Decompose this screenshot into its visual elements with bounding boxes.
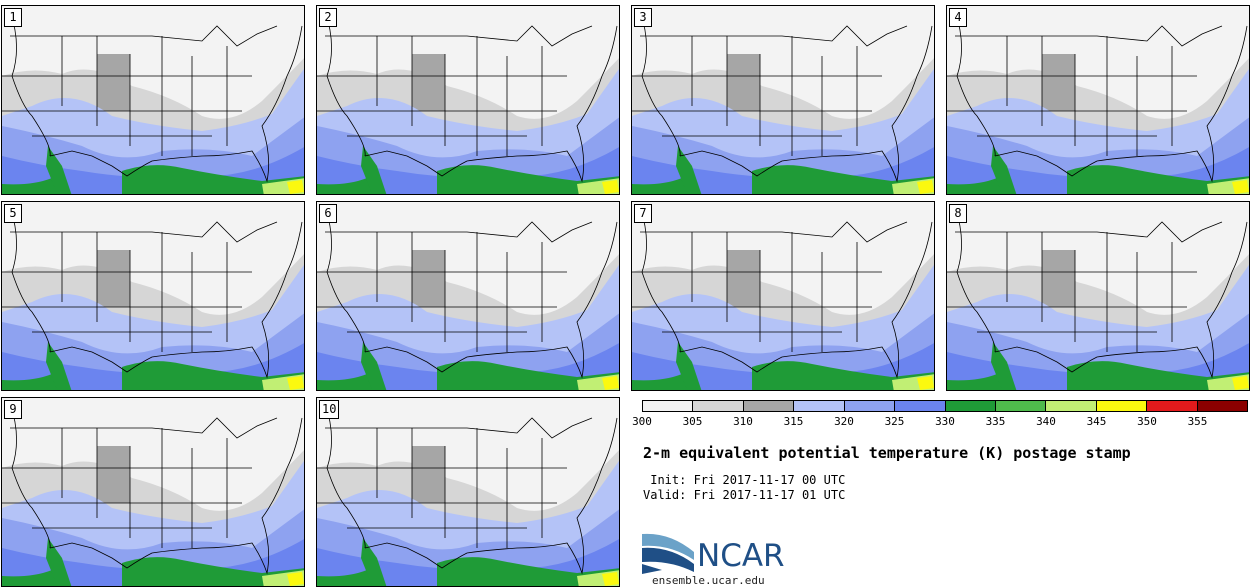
colorbar-tick-label: 330 (935, 415, 955, 428)
colorbar-segment (1046, 401, 1097, 411)
member-panel-4: 4 (946, 5, 1250, 195)
figure-title: 2-m equivalent potential temperature (K)… (643, 444, 1131, 462)
member-label: 6 (319, 204, 337, 223)
colorbar-segment (945, 401, 996, 411)
colorbar-tick-label: 350 (1137, 415, 1157, 428)
colorbar-tick-label: 325 (884, 415, 905, 428)
colorbar-tick-label: 300 (632, 415, 652, 428)
colorbar-tick-label: 340 (1036, 415, 1056, 428)
member-panel-5: 5 (1, 201, 305, 391)
colorbar-tick-label: 320 (834, 415, 854, 428)
site-url: ensemble.ucar.edu (652, 574, 765, 587)
member-label: 4 (949, 8, 967, 27)
member-label: 2 (319, 8, 337, 27)
member-map (632, 6, 934, 194)
init-time: Init: Fri 2017-11-17 00 UTC (643, 473, 846, 487)
colorbar-segment (1096, 401, 1148, 411)
valid-time: Valid: Fri 2017-11-17 01 UTC (643, 488, 846, 502)
member-panel-7: 7 (631, 201, 935, 391)
member-map (947, 6, 1249, 194)
member-panel-8: 8 (946, 201, 1250, 391)
member-panel-9: 9 (1, 397, 305, 587)
colorbar-segment (743, 401, 795, 411)
member-label: 1 (4, 8, 22, 27)
colorbar-segment (643, 401, 694, 411)
colorbar-tick-label: 335 (985, 415, 1006, 428)
member-panel-3: 3 (631, 5, 935, 195)
colorbar-tick-label: 355 (1187, 415, 1208, 428)
colorbar-segment (1147, 401, 1198, 411)
colorbar-tick-label: 315 (783, 415, 804, 428)
colorbar-segment (1197, 401, 1248, 411)
colorbar (642, 400, 1248, 412)
member-panel-2: 2 (316, 5, 620, 195)
colorbar-segment (693, 401, 744, 411)
colorbar-tick-label: 345 (1086, 415, 1107, 428)
member-panel-10: 10 (316, 397, 620, 587)
member-map (317, 398, 619, 586)
member-map (317, 202, 619, 390)
colorbar-segment (844, 401, 896, 411)
member-label: 3 (634, 8, 652, 27)
member-map (2, 6, 304, 194)
member-label: 7 (634, 204, 652, 223)
member-label: 5 (4, 204, 22, 223)
colorbar-tick-label: 305 (682, 415, 703, 428)
member-map (632, 202, 934, 390)
member-map (947, 202, 1249, 390)
ncar-logo-icon (642, 533, 694, 574)
member-label: 10 (319, 400, 340, 419)
member-label: 9 (4, 400, 22, 419)
member-panel-1: 1 (1, 5, 305, 195)
member-label: 8 (949, 204, 967, 223)
colorbar-segment (995, 401, 1047, 411)
ncar-logo-text: NCAR (697, 538, 785, 574)
member-panel-6: 6 (316, 201, 620, 391)
colorbar-segment (895, 401, 946, 411)
member-map (2, 398, 304, 586)
member-map (317, 6, 619, 194)
member-map (2, 202, 304, 390)
colorbar-segment (794, 401, 845, 411)
colorbar-tick-label: 310 (733, 415, 753, 428)
